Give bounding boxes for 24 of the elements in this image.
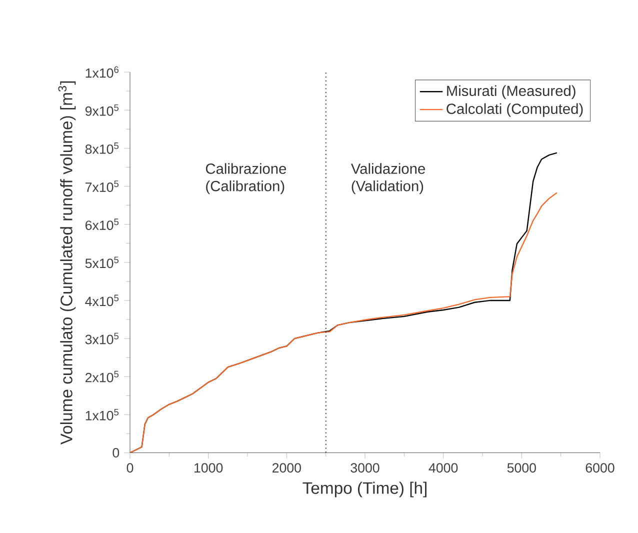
- y-tick-label: 4x10$^{5}$: [85, 294, 119, 306]
- y-tick-label: 1x10$^{6}$: [86, 66, 119, 78]
- x-tick-label: 1000: [194, 463, 223, 473]
- x-tick-label: 6000: [586, 463, 614, 473]
- y-tick-label: 2x10$^{5}$: [86, 370, 119, 382]
- y-tick-label: 6x10$^{5}$: [86, 218, 119, 230]
- x-axis-title: Tempo (Time) [h]: [302, 482, 426, 498]
- x-tick-label: 4000: [428, 463, 458, 473]
- x-tick-label: 3000: [350, 463, 380, 473]
- x-tick-label: 2000: [272, 463, 301, 473]
- y-tick-label: 9x10$^{5}$: [85, 104, 119, 116]
- y-tick-label: 3x10$^{5}$: [85, 332, 119, 344]
- legend-label: Calcolati (Computed): [446, 103, 583, 117]
- x-tick-label: 0: [126, 463, 134, 473]
- annotation: Calibrazione (Calibration): [206, 163, 286, 194]
- y-tick-label: 0: [112, 448, 120, 458]
- y-tick-label: 7x10$^{5}$: [86, 180, 119, 192]
- y-tick-label: 5x10$^{5}$: [85, 256, 119, 268]
- y-tick-label: 8x10$^{5}$: [85, 142, 119, 154]
- x-tick-label: 5000: [507, 463, 536, 473]
- y-tick-label: 1x10$^{5}$: [86, 408, 119, 420]
- legend-label: Misurati (Measured): [447, 85, 576, 99]
- annotation: Validazione (Validation): [350, 163, 425, 194]
- y-axis-title: Volume cumulato (Cumulated runoff volume) [m$^{3}$]: [58, 81, 76, 445]
